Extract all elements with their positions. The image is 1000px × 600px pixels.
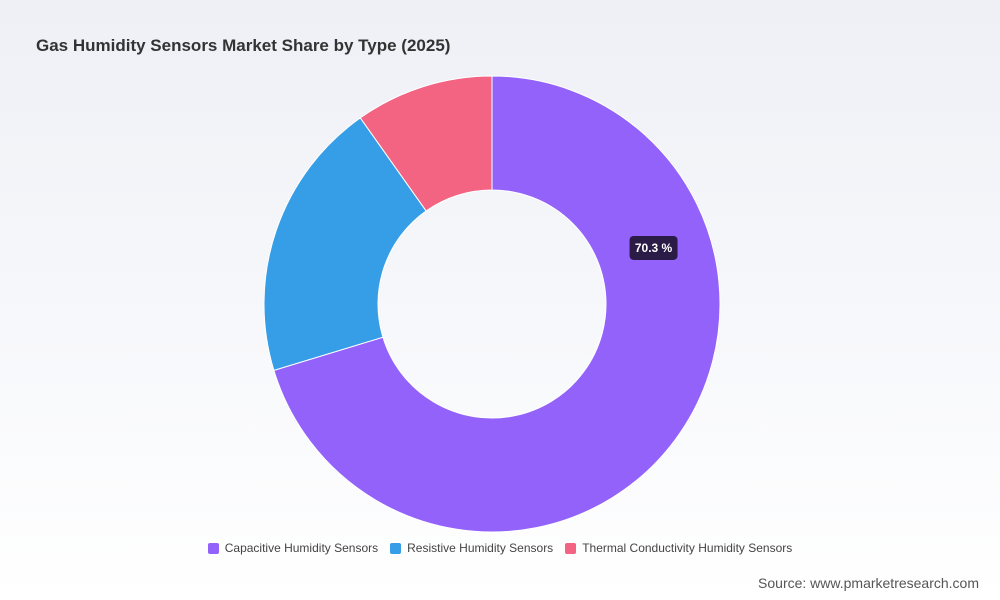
data-label-background xyxy=(629,235,678,260)
chart-legend: Capacitive Humidity Sensors Resistive Hum… xyxy=(0,541,1000,555)
data-label-capacitive-humidity-sensors: 70.3 % xyxy=(629,235,678,260)
slice-capacitive-humidity-sensors[interactable] xyxy=(273,75,721,533)
legend-item-capacitive-humidity-sensors[interactable]: Capacitive Humidity Sensors xyxy=(207,541,379,555)
legend-label: Thermal Conductivity Humidity Sensors xyxy=(582,541,793,555)
slice-thermal-conductivity-humidity-sensors[interactable] xyxy=(359,75,493,212)
data-label-text: 70.3 % xyxy=(635,241,673,255)
legend-swatch xyxy=(390,542,402,554)
legend-label: Resistive Humidity Sensors xyxy=(407,541,554,555)
legend-label: Capacitive Humidity Sensors xyxy=(224,541,379,555)
chart-title: Gas Humidity Sensors Market Share by Typ… xyxy=(36,36,451,55)
source-note: Source: www.pmarketresearch.com xyxy=(758,575,979,591)
legend-swatch xyxy=(207,542,219,554)
legend-swatch xyxy=(565,542,577,554)
legend-item-resistive-humidity-sensors[interactable]: Resistive Humidity Sensors xyxy=(390,541,553,555)
slice-resistive-humidity-sensors[interactable] xyxy=(263,117,427,371)
legend-item-thermal-conductivity-humidity-sensors[interactable]: Thermal Conductivity Humidity Sensors xyxy=(565,541,792,555)
